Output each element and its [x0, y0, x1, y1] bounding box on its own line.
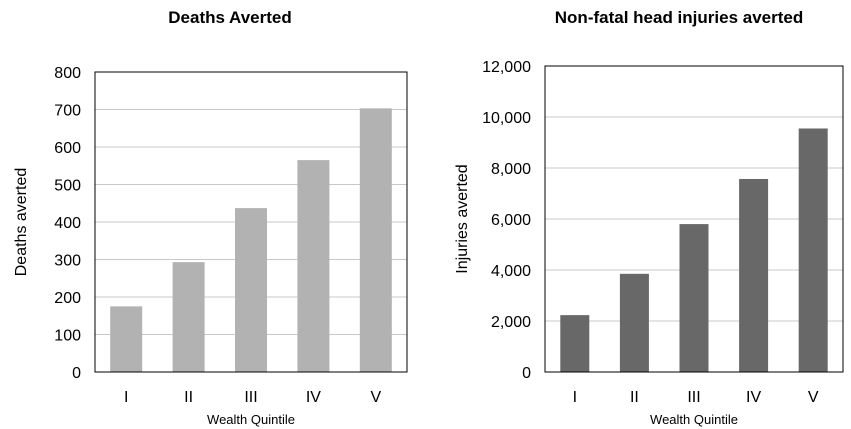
- bar-II: [619, 273, 649, 372]
- x-tick-label: IV: [746, 389, 761, 406]
- y-axis-label: Injuries averted: [454, 164, 471, 273]
- bar-III: [235, 208, 267, 372]
- x-axis-label: Wealth Quintile: [650, 412, 738, 427]
- bar-III: [679, 224, 709, 372]
- x-tick-label: IV: [306, 389, 321, 406]
- plot-frame: [94, 71, 408, 373]
- y-tick-label: 6,000: [491, 212, 531, 229]
- plot-frame: [544, 65, 844, 373]
- y-tick-label: 600: [54, 140, 81, 157]
- y-tick-label: 2,000: [491, 314, 531, 331]
- bar-I: [110, 306, 143, 372]
- y-tick-label: 300: [54, 253, 81, 270]
- chart-title: Deaths Averted: [168, 8, 292, 27]
- x-tick-label: II: [630, 389, 639, 406]
- chart-title: Non-fatal head injuries averted: [554, 8, 804, 27]
- x-tick-label: II: [184, 389, 193, 406]
- y-tick-label: 0: [522, 365, 531, 382]
- bar-V: [359, 108, 392, 372]
- y-tick-label: 8,000: [491, 161, 531, 178]
- bar-V: [798, 128, 828, 372]
- y-tick-label: 500: [54, 178, 81, 195]
- x-tick-label: V: [808, 389, 819, 406]
- deaths-averted-chart: Deaths Averted 0 100 200 300 400 500 600 700 800…: [0, 0, 425, 429]
- x-axis-label: Wealth Quintile: [207, 412, 295, 427]
- bar-IV: [739, 178, 769, 372]
- y-tick-label: 0: [72, 365, 81, 382]
- y-tick-label: 4,000: [491, 263, 531, 280]
- y-axis-label: Deaths averted: [13, 168, 30, 277]
- bar-II: [172, 262, 205, 372]
- x-tick-label: I: [124, 389, 128, 406]
- y-tick-label: 10,000: [482, 110, 531, 127]
- y-tick-label: 700: [54, 103, 81, 120]
- y-tick-label: 800: [54, 65, 81, 82]
- bar-IV: [297, 160, 330, 372]
- x-tick-label: I: [573, 389, 577, 406]
- x-tick-label: III: [687, 389, 700, 406]
- y-tick-label: 12,000: [482, 59, 531, 76]
- x-tick-label: III: [244, 389, 257, 406]
- bar-I: [560, 315, 590, 372]
- x-tick-label: V: [370, 389, 381, 406]
- y-tick-label: 100: [54, 328, 81, 345]
- y-tick-label: 200: [54, 290, 81, 307]
- injuries-averted-chart: Non-fatal head injuries averted 0 2,000 4,…: [425, 0, 851, 429]
- y-tick-label: 400: [54, 215, 81, 232]
